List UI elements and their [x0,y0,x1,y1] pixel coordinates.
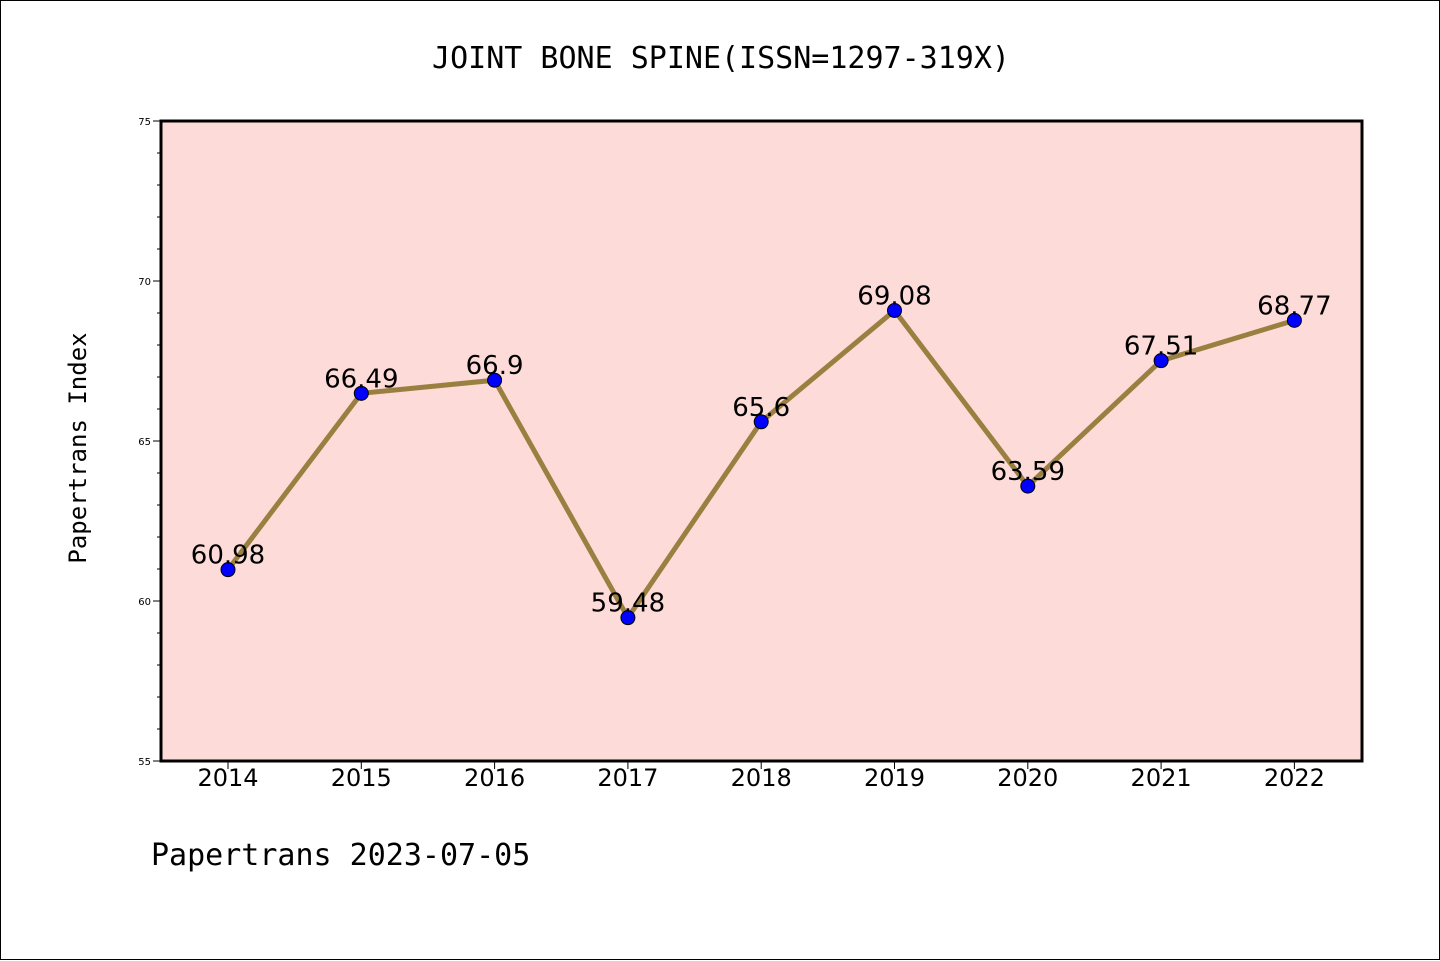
x-tick-label: 2016 [464,764,525,792]
data-point [887,302,902,318]
footer-watermark: Papertrans 2023-07-05 [151,838,530,873]
data-label: 60.98 [191,541,265,571]
data-label: 67.51 [1124,332,1198,362]
x-tick-label: 2022 [1264,764,1325,792]
data-point [487,372,503,388]
data-label: 63.59 [991,457,1065,487]
plot-area [161,121,1362,761]
x-tick-label: 2019 [864,764,925,792]
x-tick-label: 2018 [731,764,792,792]
y-axis-label: Papertrans Index [64,332,92,563]
data-point [1020,478,1036,494]
series-line-group [220,302,1302,626]
x-tick-label: 2015 [331,764,392,792]
data-label: 66.49 [324,364,398,394]
data-label: 68.77 [1257,291,1331,321]
data-point [220,562,236,578]
y-tick-label: 60 [138,597,151,608]
data-point [1153,353,1169,369]
data-point [620,610,636,626]
x-tick-label: 2020 [997,764,1058,792]
x-axis: 2014 2015 2016 2017 2018 2019 2020 2021 2022 [197,761,1325,792]
x-tick-label: 2017 [597,764,658,792]
x-tick-label: 2021 [1131,764,1192,792]
y-tick-label: 65 [138,437,151,448]
data-label: 59.48 [591,589,665,619]
data-point [753,414,769,430]
data-label: 66.9 [466,351,524,381]
x-tick-label: 2014 [197,764,258,792]
y-axis: 55 60 65 70 75 [138,117,161,768]
y-tick-label: 70 [138,277,151,288]
y-tick-label: 55 [138,757,151,768]
data-point [353,385,369,401]
chart-title: JOINT BONE SPINE(ISSN=1297-319X) [432,41,1010,76]
plot-border [159,119,1364,763]
data-label: 65.6 [732,393,790,423]
y-tick-label: 75 [138,117,151,128]
data-label: 69.08 [857,281,931,311]
data-labels: 60.98 66.49 66.9 59.48 65.6 69.08 63.59 67.51 68… [191,281,1332,618]
data-point [1286,312,1302,328]
